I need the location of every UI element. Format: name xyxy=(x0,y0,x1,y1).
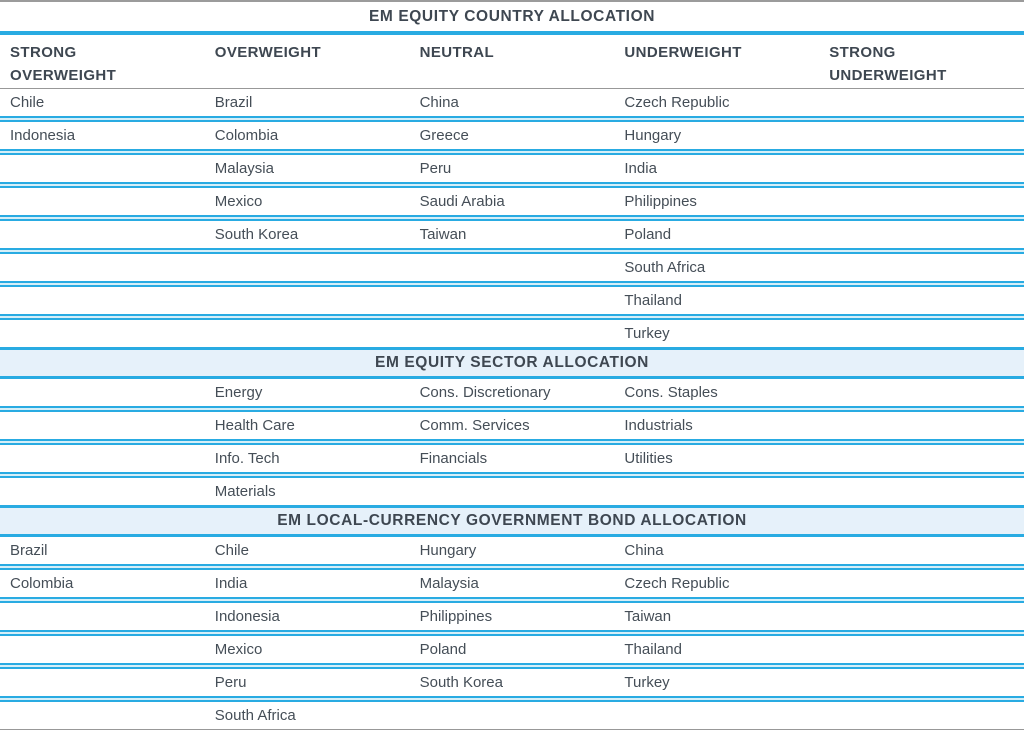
table-row: Materials xyxy=(0,478,1024,505)
section-header: EM EQUITY SECTOR ALLOCATION xyxy=(0,347,1024,379)
table-row: Chile Brazil China Czech Republic xyxy=(0,89,1024,116)
table-cell: Malaysia xyxy=(419,575,479,592)
table-cell: Hungary xyxy=(624,127,682,144)
top-rule xyxy=(0,0,1024,2)
table-cell: Health Care xyxy=(214,417,295,434)
table-cell: Colombia xyxy=(10,575,74,592)
section-title: EM LOCAL-CURRENCY GOVERNMENT BOND ALLOCA… xyxy=(277,512,747,529)
table-row: Turkey xyxy=(0,320,1024,347)
table-cell: Materials xyxy=(214,483,276,500)
column-header-underweight: UNDERWEIGHT xyxy=(624,44,742,61)
table-row: Brazil Chile Hungary China xyxy=(0,537,1024,564)
column-header-strong-overweight: STRONG OVERWEIGHT xyxy=(10,44,117,84)
table-cell: India xyxy=(214,575,248,592)
table-cell: Brazil xyxy=(214,94,253,111)
table-cell: Chile xyxy=(10,94,45,111)
table-title-row: EM EQUITY COUNTRY ALLOCATION xyxy=(0,2,1024,31)
table-row: Health Care Comm. Services Industrials xyxy=(0,412,1024,439)
table-cell: Chile xyxy=(214,542,249,559)
table-cell: Taiwan xyxy=(419,226,467,243)
table-cell: Colombia xyxy=(214,127,279,144)
table-cell: Philippines xyxy=(624,193,697,210)
row-divider xyxy=(0,696,1024,702)
table-cell: Brazil xyxy=(10,542,48,559)
table-cell: Thailand xyxy=(624,641,682,658)
section-title: EM EQUITY SECTOR ALLOCATION xyxy=(375,354,649,371)
table-cell: Poland xyxy=(624,226,672,243)
table-cell: Info. Tech xyxy=(214,450,280,467)
row-divider xyxy=(0,281,1024,287)
table-cell: Energy xyxy=(214,384,263,401)
table-cell: Saudi Arabia xyxy=(419,193,505,210)
table-row: Indonesia Colombia Greece Hungary xyxy=(0,122,1024,149)
table-cell: Financials xyxy=(419,450,488,467)
table-cell: Utilities xyxy=(624,450,673,467)
table-row: Mexico Saudi Arabia Philippines xyxy=(0,188,1024,215)
table-row: Malaysia Peru India xyxy=(0,155,1024,182)
table-cell: Industrials xyxy=(624,417,693,434)
table-cell: Greece xyxy=(419,127,469,144)
table-cell: China xyxy=(419,94,459,111)
table-cell: Philippines xyxy=(419,608,493,625)
table-cell: Czech Republic xyxy=(624,575,730,592)
row-divider xyxy=(0,439,1024,445)
table-row: Energy Cons. Discretionary Cons. Staples xyxy=(0,379,1024,406)
section-header: EM LOCAL-CURRENCY GOVERNMENT BOND ALLOCA… xyxy=(0,505,1024,537)
row-divider xyxy=(0,182,1024,188)
table-row: Peru South Korea Turkey xyxy=(0,669,1024,696)
column-header-overweight: OVERWEIGHT xyxy=(214,44,322,61)
table-row: Indonesia Philippines Taiwan xyxy=(0,603,1024,630)
table-title: EM EQUITY COUNTRY ALLOCATION xyxy=(368,7,656,25)
table-cell: Indonesia xyxy=(214,608,280,625)
row-divider xyxy=(0,472,1024,478)
table-row: Colombia India Malaysia Czech Republic xyxy=(0,570,1024,597)
table-cell: South Africa xyxy=(214,707,296,724)
table-cell: Taiwan xyxy=(624,608,672,625)
table-cell: China xyxy=(624,542,664,559)
table-cell: Poland xyxy=(419,641,467,658)
table-cell: Turkey xyxy=(624,325,670,342)
table-cell: Peru xyxy=(214,674,247,691)
row-divider xyxy=(0,248,1024,254)
row-divider xyxy=(0,564,1024,570)
table-cell: Czech Republic xyxy=(624,94,730,111)
table-cell: Cons. Staples xyxy=(624,384,718,401)
row-divider xyxy=(0,116,1024,122)
accent-rule xyxy=(0,31,1024,35)
header-rule xyxy=(0,88,1024,89)
row-divider xyxy=(0,314,1024,320)
table-body: Chile Brazil China Czech Republic Indonesia C… xyxy=(0,89,1024,729)
table-cell: South Korea xyxy=(419,674,503,691)
table-cell: Comm. Services xyxy=(419,417,530,434)
table-cell: Indonesia xyxy=(10,127,76,144)
column-headers: STRONG OVERWEIGHT OVERWEIGHT NEUTRAL UND… xyxy=(0,35,1024,88)
table-row: South Africa xyxy=(0,254,1024,281)
table-cell: Peru xyxy=(419,160,452,177)
table-cell: Malaysia xyxy=(214,160,274,177)
row-divider xyxy=(0,663,1024,669)
table-cell: Cons. Discretionary xyxy=(419,384,551,401)
column-header-neutral: NEUTRAL xyxy=(419,44,495,61)
row-divider xyxy=(0,597,1024,603)
row-divider xyxy=(0,149,1024,155)
table-cell: South Africa xyxy=(624,259,706,276)
table-cell: South Korea xyxy=(214,226,299,243)
table-cell: Hungary xyxy=(419,542,477,559)
table-cell: Mexico xyxy=(214,641,263,658)
table-cell: Turkey xyxy=(624,674,670,691)
row-divider xyxy=(0,630,1024,636)
table-row: Thailand xyxy=(0,287,1024,314)
table-row: Mexico Poland Thailand xyxy=(0,636,1024,663)
table-row: South Africa xyxy=(0,702,1024,729)
row-divider xyxy=(0,215,1024,221)
table-row: Info. Tech Financials Utilities xyxy=(0,445,1024,472)
table-cell: India xyxy=(624,160,657,177)
column-header-strong-underweight: STRONG UNDERWEIGHT xyxy=(829,44,947,84)
row-divider xyxy=(0,406,1024,412)
table-cell: Mexico xyxy=(214,193,263,210)
table-cell: Thailand xyxy=(624,292,682,309)
table-row: South Korea Taiwan Poland xyxy=(0,221,1024,248)
bottom-rule xyxy=(0,729,1024,730)
